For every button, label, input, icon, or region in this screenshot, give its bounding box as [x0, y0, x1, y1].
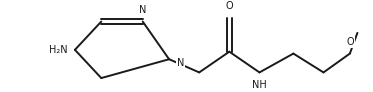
Text: NH: NH — [252, 80, 267, 90]
Text: N: N — [176, 58, 184, 68]
Text: N: N — [139, 5, 146, 15]
Text: H₂N: H₂N — [49, 45, 68, 55]
Text: O: O — [346, 37, 354, 47]
Text: O: O — [226, 1, 233, 11]
